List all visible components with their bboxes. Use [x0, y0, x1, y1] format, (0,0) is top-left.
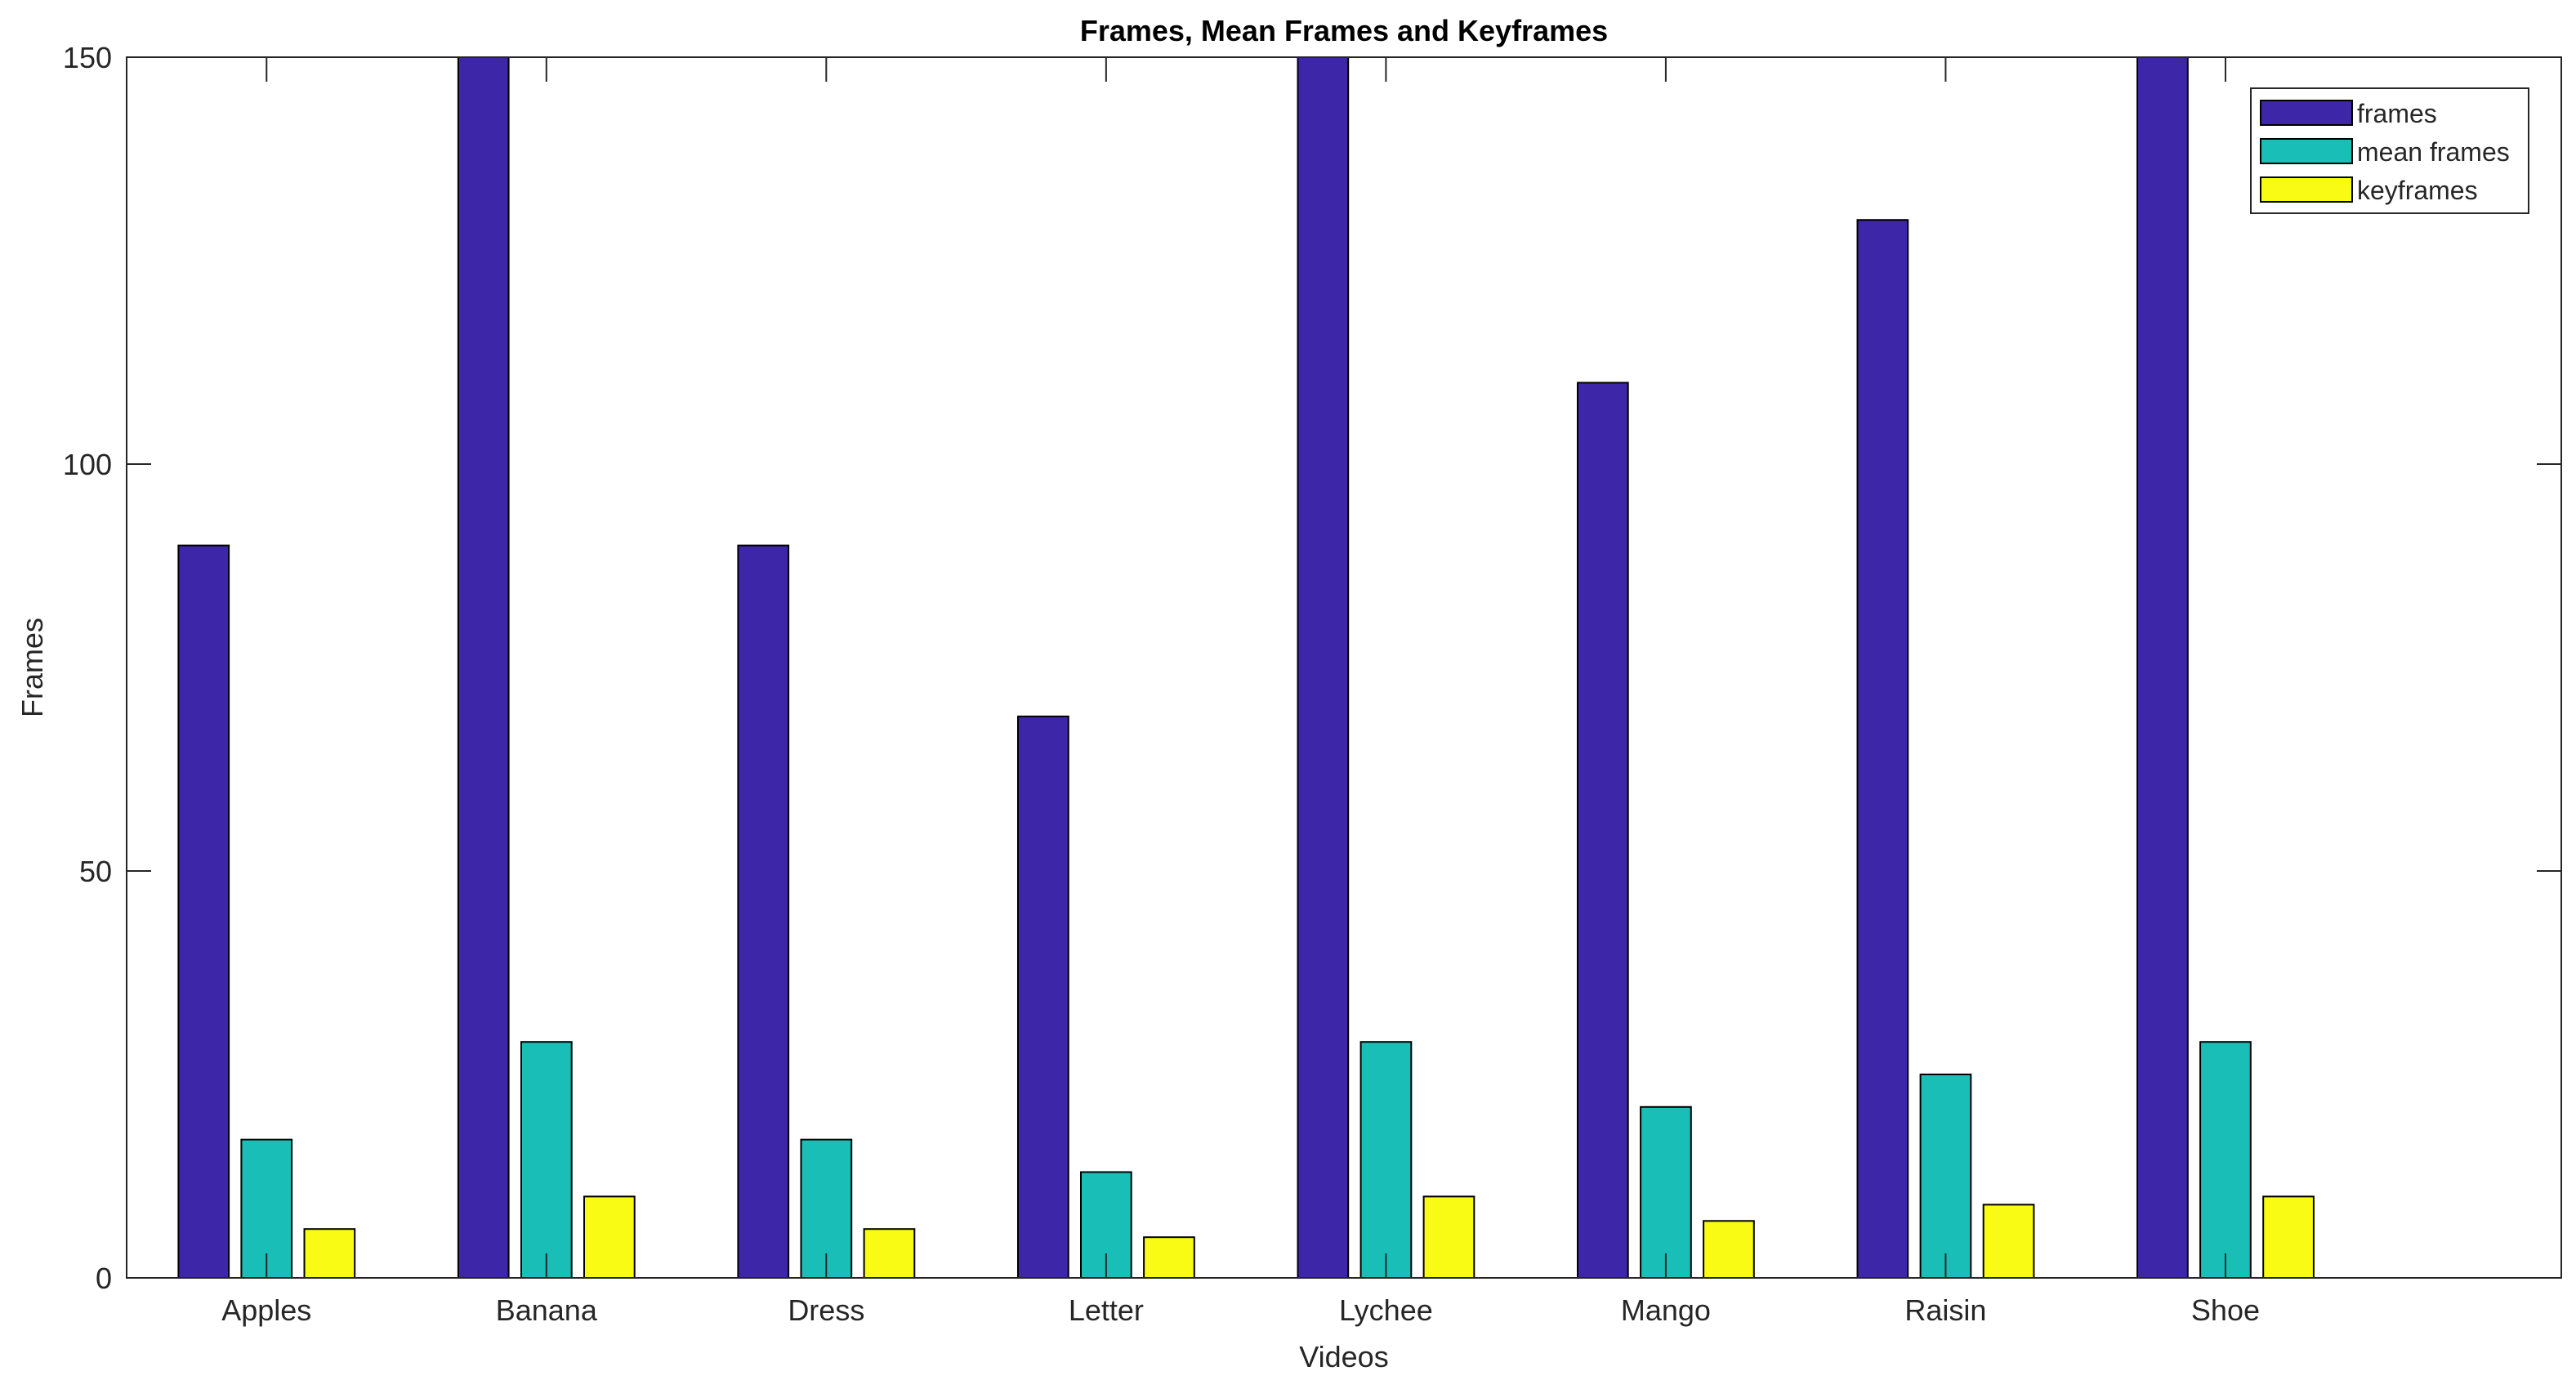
bar-mean-frames-mango: [1640, 1105, 1692, 1280]
x-tick-label: Letter: [1069, 1293, 1144, 1327]
y-tick-label: 100: [63, 448, 112, 481]
y-tick-label: 150: [63, 41, 112, 74]
chart-title: Frames, Mean Frames and Keyframes: [1080, 14, 1608, 47]
bar-mean-frames-banana: [520, 1041, 573, 1279]
legend-swatch: [2260, 100, 2353, 126]
bar-keyframes-lychee: [1422, 1195, 1476, 1280]
bars-group: [177, 56, 2315, 1280]
bar-frames-raisin: [1856, 219, 1909, 1280]
x-tick-label: Shoe: [2191, 1293, 2260, 1327]
bar-keyframes-mango: [1703, 1220, 1755, 1280]
x-tick-label: Mango: [1621, 1293, 1711, 1327]
bar-keyframes-letter: [1143, 1236, 1195, 1279]
x-tick-label: Raisin: [1904, 1293, 1986, 1327]
bar-keyframes-banana: [583, 1195, 636, 1280]
y-tick-label: 0: [96, 1262, 112, 1295]
x-tick-label: Banana: [496, 1293, 598, 1327]
legend: frames mean frames keyframes: [2250, 87, 2529, 214]
bar-keyframes-shoe: [2262, 1195, 2315, 1280]
bar-frames-letter: [1017, 715, 1069, 1279]
bar-frames-shoe: [2136, 56, 2189, 1279]
bar-keyframes-dress: [863, 1228, 916, 1279]
bar-keyframes-raisin: [1982, 1204, 2035, 1280]
legend-label: keyframes: [2357, 176, 2478, 205]
legend-label: mean frames: [2357, 137, 2510, 167]
bar-frames-dress: [737, 544, 790, 1279]
x-tick-label: Apples: [221, 1293, 311, 1327]
legend-swatch: [2260, 176, 2353, 203]
bar-keyframes-apples: [303, 1228, 356, 1279]
x-tick-label: Dress: [788, 1293, 864, 1327]
legend-label: frames: [2357, 99, 2437, 128]
y-tick-label: 50: [79, 855, 112, 888]
legend-swatch: [2260, 138, 2353, 164]
bar-frames-banana: [457, 56, 510, 1279]
bar-frames-mango: [1577, 382, 1629, 1279]
x-axis-label: Videos: [1299, 1340, 1388, 1373]
bar-mean-frames-raisin: [1919, 1074, 1972, 1279]
x-tick-label: Lychee: [1339, 1293, 1433, 1327]
bar-mean-frames-shoe: [2199, 1041, 2252, 1279]
bar-frames-lychee: [1297, 56, 1350, 1279]
bar-mean-frames-lychee: [1359, 1041, 1413, 1279]
plot-frame: [126, 56, 2562, 1279]
bar-frames-apples: [177, 544, 230, 1279]
y-axis-label: Frames: [16, 618, 49, 717]
